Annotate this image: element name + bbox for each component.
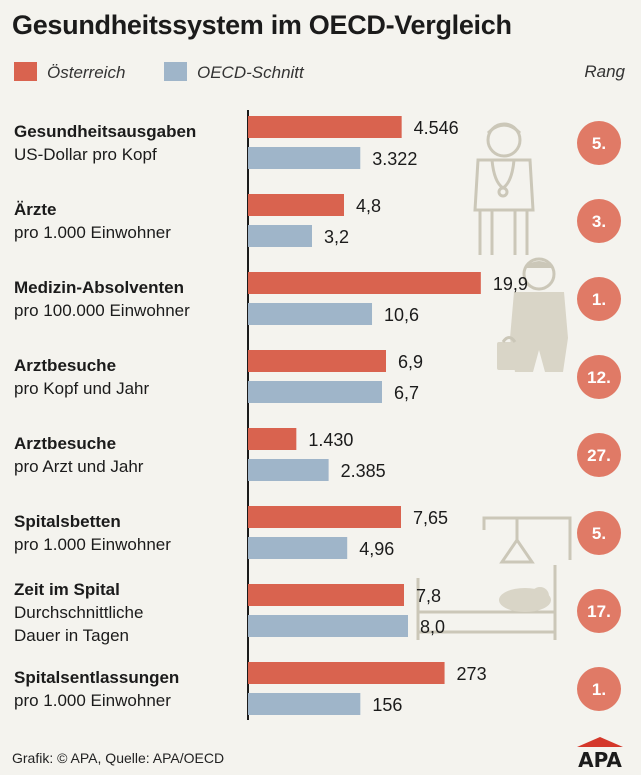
- rank-badge-0: [577, 121, 621, 165]
- legend-oecd: OECD-Schnitt: [164, 62, 304, 83]
- data-label-austria-0: 4.546: [414, 118, 459, 138]
- rank-badge-7: [577, 667, 621, 711]
- rank-value-6: 17.: [587, 602, 611, 621]
- data-label-austria-6: 7,8: [416, 586, 441, 606]
- rank-value-3: 12.: [587, 368, 611, 387]
- rank-value-1: 3.: [592, 212, 606, 231]
- row-title-6: Zeit im Spital: [14, 580, 120, 599]
- legend-austria-swatch: [14, 62, 37, 81]
- source-footer: Grafik: © APA, Quelle: APA/OECD: [12, 750, 225, 766]
- row-label-3: Arztbesuche pro Kopf und Jahr: [14, 354, 149, 400]
- illustration-layer: [416, 122, 572, 640]
- data-label-oecd-5: 4,96: [359, 539, 394, 559]
- row-subtitle-6-0: Durchschnittliche: [14, 603, 144, 622]
- row-title-7: Spitalsentlassungen: [14, 668, 180, 687]
- row-title-2: Medizin-Absolventen: [14, 278, 185, 297]
- row-title-5: Spitalsbetten: [14, 512, 121, 531]
- bar-oecd-2: [248, 303, 373, 325]
- rank-badge-4: [577, 433, 621, 477]
- row-label-0: Gesundheitsausgaben US-Dollar pro Kopf: [14, 120, 196, 166]
- bar-oecd-1: [248, 225, 312, 247]
- bar-oecd-4: [248, 459, 329, 481]
- row-subtitle-5-0: pro 1.000 Einwohner: [14, 535, 171, 554]
- bar-austria-1: [248, 194, 344, 216]
- bar-austria-3: [248, 350, 386, 372]
- row-label-4: Arztbesuche pro Arzt und Jahr: [14, 432, 143, 478]
- data-label-austria-2: 19,9: [493, 274, 528, 294]
- bar-austria-4: [248, 428, 297, 450]
- bar-oecd-5: [248, 537, 348, 559]
- data-label-oecd-7: 156: [372, 695, 402, 715]
- bar-austria-5: [248, 506, 401, 528]
- bar-oecd-0: [248, 147, 361, 169]
- row-subtitle-1-0: pro 1.000 Einwohner: [14, 223, 171, 242]
- data-label-austria-1: 4,8: [356, 196, 381, 216]
- data-label-austria-3: 6,9: [398, 352, 423, 372]
- bar-austria-6: [248, 584, 404, 606]
- rank-badge-2: [577, 277, 621, 321]
- row-subtitle-4-0: pro Arzt und Jahr: [14, 457, 144, 476]
- bar-oecd-7: [248, 693, 361, 715]
- legend-oecd-swatch: [164, 62, 187, 81]
- data-label-oecd-0: 3.322: [372, 149, 417, 169]
- row-title-0: Gesundheitsausgaben: [14, 122, 197, 141]
- bar-austria-0: [248, 116, 402, 138]
- legend-oecd-label: OECD-Schnitt: [197, 63, 304, 82]
- patient-icon: [499, 587, 551, 612]
- rank-value-5: 5.: [592, 524, 606, 543]
- chart-area: 4.546 3.322 5. 4,8 3,2 3. 19,9 10,6 1. 6,9 6,7 12. 1…: [247, 110, 621, 720]
- doctor-icon: [473, 122, 535, 255]
- row-label-7: Spitalsentlassungen pro 1.000 Einwohner: [14, 666, 179, 712]
- hospital-bed-icon: [416, 516, 572, 640]
- row-label-1: Ärzte pro 1.000 Einwohner: [14, 198, 171, 244]
- row-subtitle-0-0: US-Dollar pro Kopf: [14, 145, 157, 164]
- row-subtitle-6-1: Dauer in Tagen: [14, 626, 129, 645]
- row-title-1: Ärzte: [14, 200, 57, 219]
- rank-badge-1: [577, 199, 621, 243]
- bar-austria-7: [248, 662, 445, 684]
- bar-austria-2: [248, 272, 481, 294]
- data-label-austria-4: 1.430: [308, 430, 353, 450]
- data-label-oecd-2: 10,6: [384, 305, 419, 325]
- data-label-oecd-3: 6,7: [394, 383, 419, 403]
- row-title-3: Arztbesuche: [14, 356, 117, 375]
- bar-oecd-3: [248, 381, 382, 403]
- student-icon: [497, 257, 568, 372]
- row-label-2: Medizin-Absolventen pro 100.000 Einwohner: [14, 276, 190, 322]
- svg-text:APA: APA: [578, 748, 622, 769]
- row-subtitle-7-0: pro 1.000 Einwohner: [14, 691, 171, 710]
- rank-value-0: 5.: [592, 134, 606, 153]
- row-subtitle-2-0: pro 100.000 Einwohner: [14, 301, 190, 320]
- rank-badge-6: [577, 589, 621, 633]
- rank-value-4: 27.: [587, 446, 611, 465]
- rank-header: Rang: [584, 62, 625, 81]
- data-label-austria-5: 7,65: [413, 508, 448, 528]
- data-label-austria-7: 273: [457, 664, 487, 684]
- row-subtitle-3-0: pro Kopf und Jahr: [14, 379, 150, 398]
- row-label-6: Zeit im Spital Durchschnittliche Dauer in …: [14, 578, 143, 647]
- rank-value-2: 1.: [592, 290, 606, 309]
- row-label-5: Spitalsbetten pro 1.000 Einwohner: [14, 510, 171, 556]
- rank-value-7: 1.: [592, 680, 606, 699]
- rank-badge-5: [577, 511, 621, 555]
- legend-austria-label: Österreich: [47, 63, 126, 82]
- apa-logo: APA: [577, 737, 623, 769]
- rank-badge-3: [577, 355, 621, 399]
- bar-oecd-6: [248, 615, 408, 637]
- legend-austria: Österreich: [14, 62, 125, 83]
- data-label-oecd-1: 3,2: [324, 227, 349, 247]
- data-label-oecd-6: 8,0: [420, 617, 445, 637]
- page-title: Gesundheitssystem im OECD-Vergleich: [12, 10, 512, 40]
- data-label-oecd-4: 2.385: [341, 461, 386, 481]
- row-title-4: Arztbesuche: [14, 434, 117, 453]
